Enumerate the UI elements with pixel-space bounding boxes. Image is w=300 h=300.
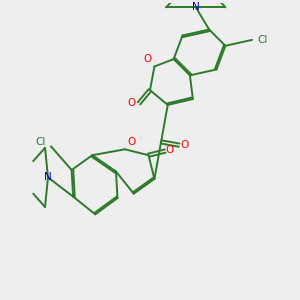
- Text: Cl: Cl: [257, 35, 268, 45]
- Text: N: N: [44, 172, 52, 182]
- Text: N: N: [192, 2, 200, 12]
- Text: O: O: [166, 145, 174, 154]
- Text: O: O: [180, 140, 189, 150]
- Text: O: O: [127, 98, 136, 108]
- Text: O: O: [144, 54, 152, 64]
- Text: Cl: Cl: [35, 137, 46, 147]
- Text: O: O: [127, 137, 136, 147]
